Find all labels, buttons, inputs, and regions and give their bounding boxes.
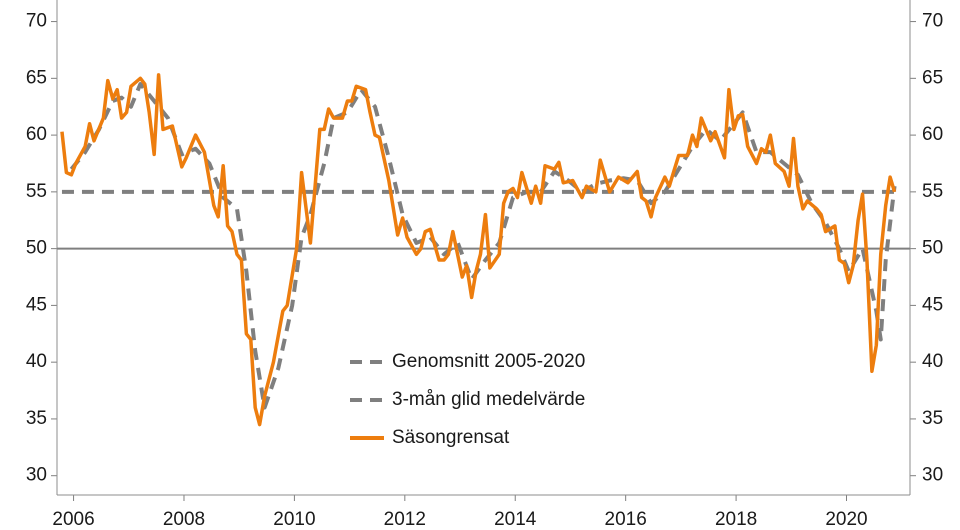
series-line [60, 73, 897, 427]
x-tick-label: 2016 [605, 509, 647, 530]
y-tick-label: 50 [26, 238, 47, 259]
x-tick-label: 2010 [273, 509, 315, 530]
legend-label: 3-mån glid medelvärde [392, 389, 585, 410]
x-tick-label: 2020 [825, 509, 867, 530]
y2-tick-label: 35 [922, 408, 943, 429]
x-tick-label: 2012 [384, 509, 426, 530]
y2-tick-label: 50 [922, 238, 943, 259]
y-tick-label: 45 [26, 294, 47, 315]
y2-tick-label: 60 [922, 124, 943, 145]
legend-label: Säsongrensat [392, 427, 510, 448]
legend-box [342, 342, 642, 454]
y-tick-label: 55 [26, 181, 47, 202]
y-tick-label: 30 [26, 465, 47, 486]
y-tick-label: 70 [26, 11, 47, 32]
legend-label: Genomsnitt 2005-2020 [392, 351, 585, 372]
y2-tick-label: 30 [922, 465, 943, 486]
x-tick-label: 2014 [494, 509, 537, 530]
y2-tick-label: 45 [922, 294, 943, 315]
x-tick-label: 2008 [163, 509, 205, 530]
y2-tick-label: 55 [922, 181, 943, 202]
x-tick-label: 2018 [715, 509, 757, 530]
y2-tick-label: 40 [922, 351, 943, 372]
y-tick-label: 65 [26, 67, 47, 88]
y2-tick-label: 65 [922, 67, 943, 88]
x-tick-label: 2006 [52, 509, 94, 530]
y-tick-label: 35 [26, 408, 47, 429]
y-tick-label: 40 [26, 351, 47, 372]
y2-tick-label: 70 [922, 11, 943, 32]
y-tick-label: 60 [26, 124, 47, 145]
